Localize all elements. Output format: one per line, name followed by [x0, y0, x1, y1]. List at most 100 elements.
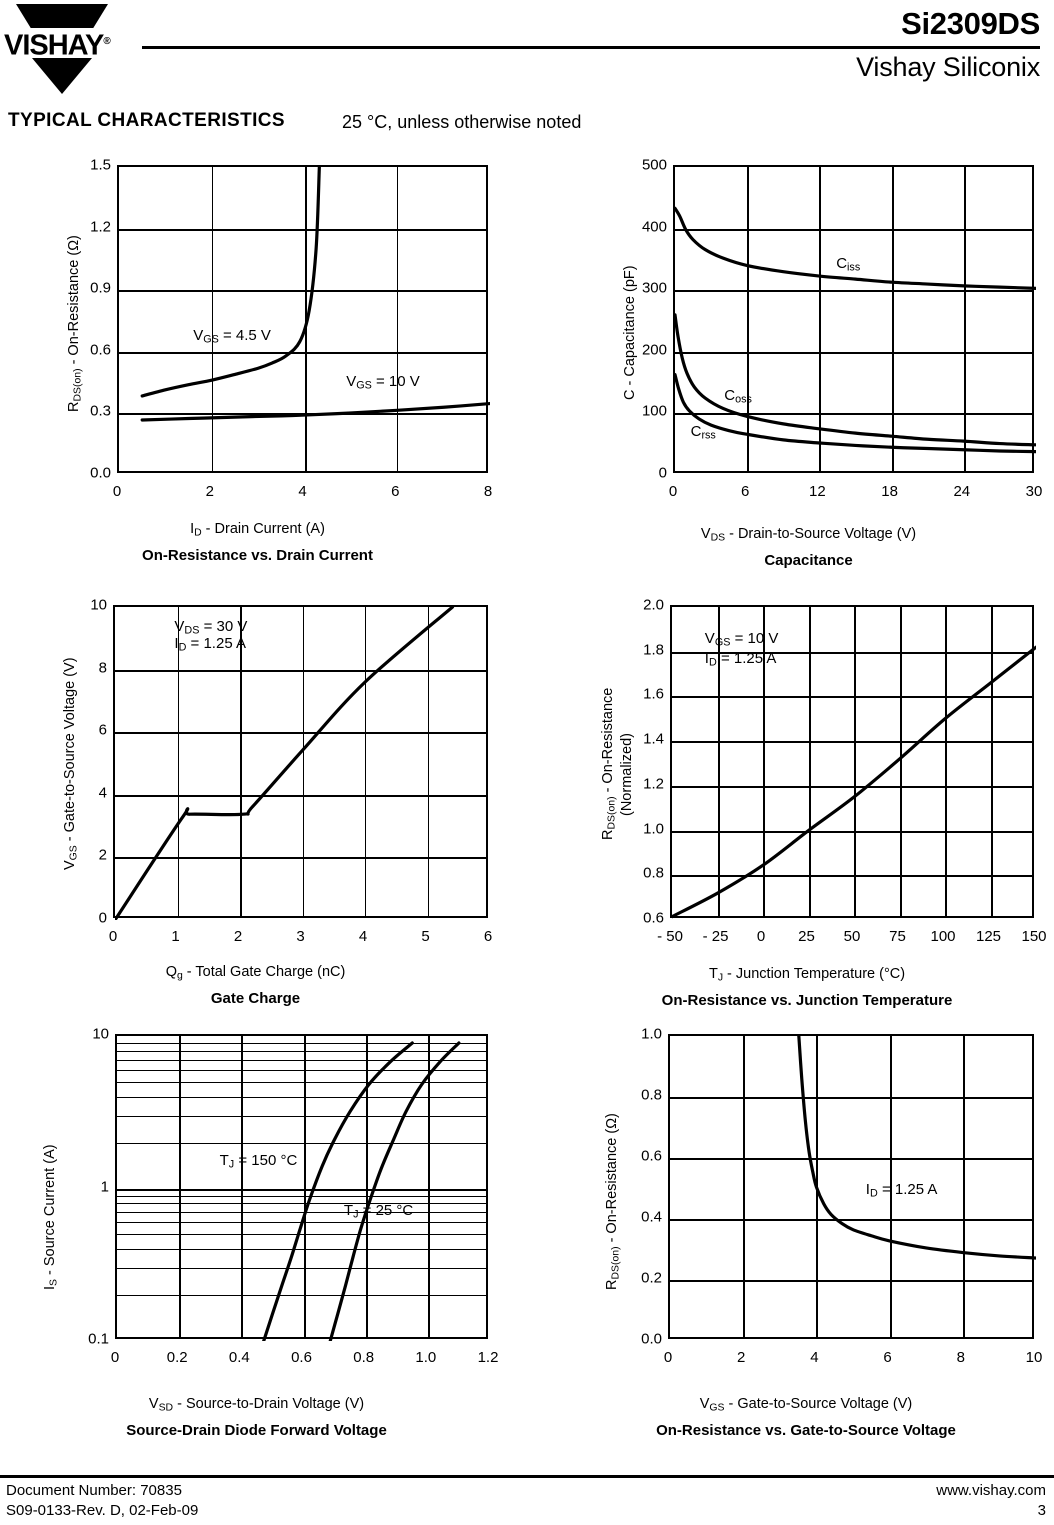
gridline-v [303, 1036, 306, 1337]
gridline-v [304, 167, 307, 471]
gridline-v [211, 167, 213, 471]
y-axis-title: C - Capacitance (pF) [622, 265, 638, 400]
y-tick-label: 1.4 [643, 730, 664, 748]
gridline-v [241, 1036, 244, 1337]
x-tick-label: 0 [663, 1349, 673, 1366]
part-number: Si2309DS [901, 6, 1040, 41]
y-tick-label: 0.9 [90, 279, 111, 297]
annotation-1: TJ = 150 °C [219, 1151, 298, 1170]
x-tick-label: 0 [108, 928, 118, 945]
y-tick-label: 0 [658, 464, 667, 482]
footer-rule [0, 1475, 1054, 1478]
x-tick-label: 25 [798, 928, 815, 945]
series-tj-150-c [262, 1041, 414, 1341]
annotation-2: TJ = 25 °C [343, 1202, 414, 1221]
plot-area-capacitance: Ciss Coss Crss [673, 165, 1036, 473]
gridline-h [117, 1115, 486, 1117]
x-tick-label: 12 [809, 483, 826, 500]
annotation-1: VGS = 10 V [704, 630, 779, 649]
x-tick-label: 1 [171, 928, 180, 945]
logo-bottom-triangle [32, 58, 92, 94]
gridline-h [672, 741, 1032, 744]
gridline-h [117, 1142, 486, 1144]
annotation-1: VDS = 30 V [174, 617, 248, 637]
gridline-h [119, 351, 486, 354]
y-tick-label: 0.0 [641, 1330, 662, 1348]
footer-revision: S09-0133-Rev. D, 02-Feb-09 [6, 1502, 199, 1519]
annotation-1: Ciss [836, 254, 861, 273]
gridline-h [117, 1096, 486, 1098]
x-tick-label: 0 [112, 483, 122, 500]
plot-area-gate-charge: VDS = 30 V ID = 1.25 A [113, 605, 488, 920]
x-tick-label: 0 [668, 483, 678, 500]
gridline-v [717, 607, 720, 916]
gridline-h [672, 696, 1032, 699]
gridline-v [963, 167, 966, 471]
y-tick-label: 300 [641, 279, 667, 297]
y-tick-label: 2.0 [643, 596, 664, 614]
chart-caption: Gate Charge [210, 990, 301, 1007]
gridline-v [945, 607, 947, 916]
gridline-v [819, 167, 822, 471]
gridline-v [891, 167, 894, 471]
y-tick-label: 1.2 [90, 218, 111, 236]
x-tick-label: - 50 [657, 928, 683, 945]
x-axis-title: VGS - Gate-to-Source Voltage (V) [699, 1396, 913, 1414]
gridline-h [117, 1050, 486, 1052]
plot-area-on-resistance-vs-drain-current: VGS = 4.5 V VGS = 10 V [117, 165, 490, 473]
annotation-3: Crss [690, 422, 716, 441]
x-tick-label: - 25 [702, 928, 729, 945]
y-tick-label: 4 [98, 784, 107, 802]
gridline-h [117, 1234, 486, 1236]
chart-caption: On-Resistance vs. Drain Current [142, 547, 373, 564]
y-tick-label: 0.3 [90, 402, 111, 420]
series-layer [140, 167, 490, 422]
y-tick-label: 1.6 [643, 685, 664, 703]
y-tick-label: 400 [641, 218, 667, 236]
gridline-h [670, 1280, 1032, 1282]
y-tick-label: 10 [90, 596, 107, 614]
gridline-v [397, 167, 399, 471]
series-crss [675, 372, 1036, 454]
x-tick-label: 1.2 [477, 1349, 499, 1366]
annotation-2: ID = 1.25 A [174, 635, 247, 654]
annotation-1: VGS = 4.5 V [193, 327, 271, 346]
y-tick-label: 200 [641, 341, 667, 359]
plot-area-on-resistance-vs-gate-to-source-voltage: ID = 1.25 A [668, 1034, 1036, 1339]
gridline-h [670, 1097, 1032, 1099]
y-tick-label: 1.0 [643, 820, 664, 838]
y-tick-label: 100 [641, 402, 667, 420]
y-axis-title: RDS(on) - On-Resistance [600, 687, 618, 840]
footer-website[interactable]: www.vishay.com [936, 1482, 1046, 1499]
y-axis-title: IS - Source Current (A) [42, 1144, 60, 1290]
gridline-v [899, 607, 902, 916]
gridline-v [962, 1036, 965, 1337]
y-tick-label: 1.8 [643, 641, 664, 659]
x-tick-label: 2 [205, 483, 214, 500]
x-tick-label: 18 [881, 483, 898, 500]
series-ciss [675, 206, 1036, 290]
y-axis-title-line2: (Normalized) [619, 733, 635, 816]
gridline-h [115, 857, 486, 860]
series-normalized-rds [672, 645, 1036, 919]
gridline-h [672, 785, 1032, 788]
x-tick-label: 24 [953, 483, 971, 500]
x-tick-label: 75 [889, 928, 906, 945]
gridline-h [119, 228, 486, 231]
gridline-h [117, 1268, 486, 1270]
footer-page-number: 3 [1037, 1502, 1046, 1519]
x-tick-label: 6 [483, 928, 493, 945]
gridline-h [115, 794, 486, 797]
y-tick-label: 1.5 [90, 156, 111, 174]
gridline-h [670, 1219, 1032, 1221]
gridline-h [117, 1212, 486, 1214]
gridline-h [119, 290, 486, 293]
gridline-v [808, 607, 811, 916]
gridline-v [854, 607, 856, 916]
x-tick-label: 10 [1025, 1349, 1043, 1366]
y-axis-title: RDS(on) - On-Resistance (Ω) [66, 235, 84, 412]
y-tick-label: 0.6 [90, 341, 111, 359]
gridline-h [675, 290, 1032, 293]
gridline-v [427, 607, 429, 916]
series-layer [675, 206, 1036, 454]
